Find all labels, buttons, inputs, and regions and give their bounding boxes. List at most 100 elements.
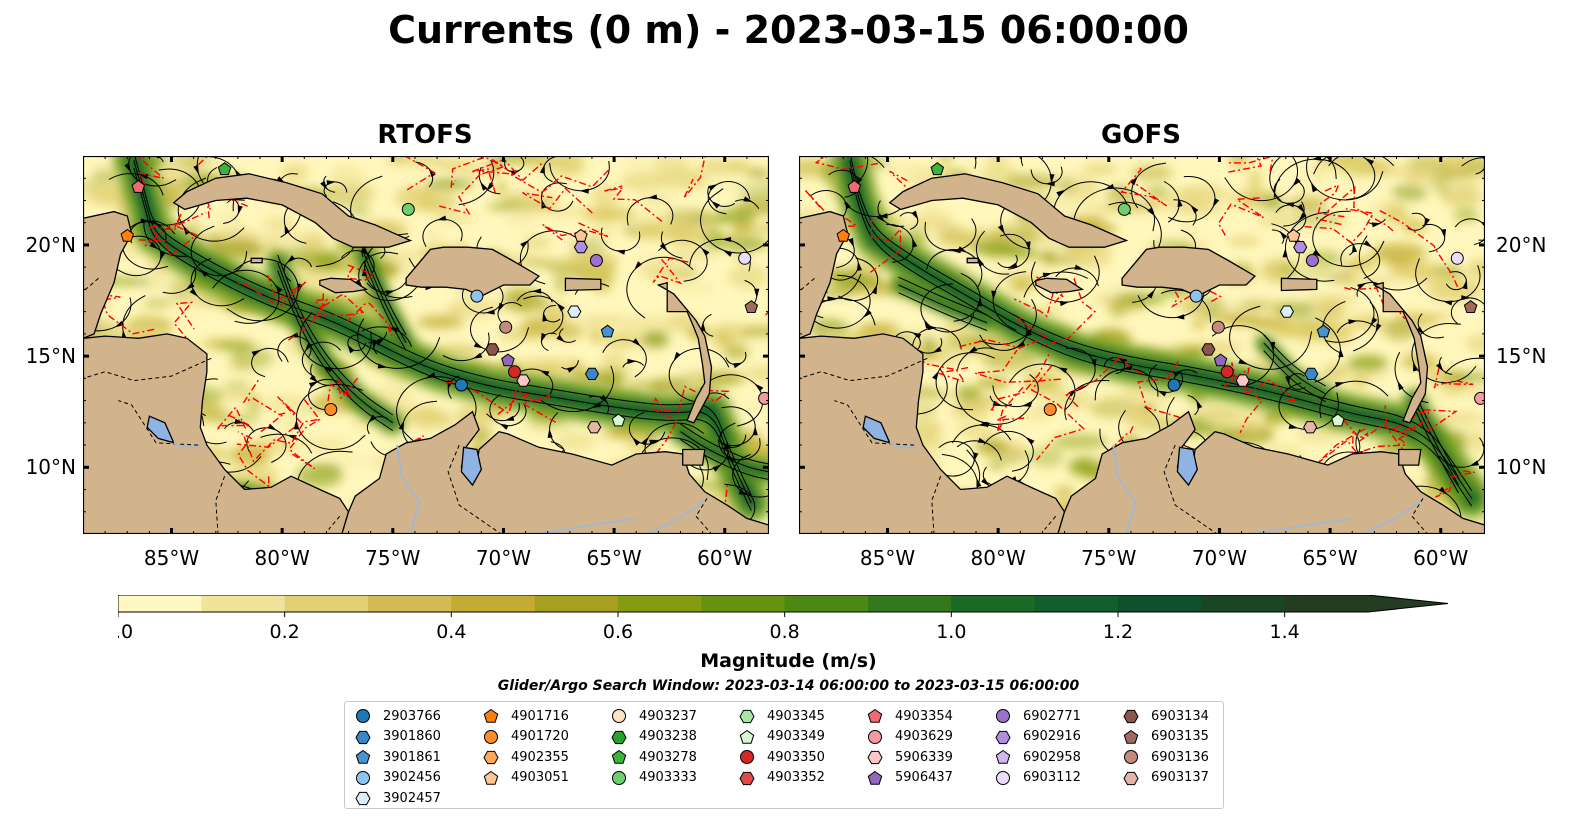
land <box>83 156 769 534</box>
float-3902456 <box>470 289 484 303</box>
map-frame <box>799 156 1485 534</box>
float-2903766 <box>1167 378 1181 392</box>
float-4903349 <box>611 413 626 427</box>
x-tick-label: 80°W <box>254 546 310 570</box>
float-6902916 <box>573 241 588 254</box>
legend-label: 6902771 <box>1023 708 1081 724</box>
legend-item-6903136: 6903136 <box>1121 747 1209 768</box>
legend-item-4903333: 4903333 <box>609 768 697 789</box>
x-tick-label: 85°W <box>143 546 200 570</box>
land-cayman <box>250 257 263 264</box>
float-markers <box>836 162 1485 434</box>
circle-marker-icon <box>612 770 626 785</box>
rivers <box>173 441 706 534</box>
hexagon-marker-icon <box>739 771 755 785</box>
circle-marker-icon <box>484 729 498 744</box>
rivers <box>889 441 1422 534</box>
legend-label: 5906339 <box>895 749 953 765</box>
pentagon-marker-icon <box>355 750 371 764</box>
panel-title-gofs: GOFS <box>1101 120 1181 150</box>
legend-item-6903135: 6903135 <box>1121 727 1209 748</box>
land-trinidad <box>1398 448 1422 466</box>
legend-label: 4903238 <box>639 729 697 745</box>
float-4903278 <box>930 162 945 176</box>
legend-item-4903350: 4903350 <box>737 747 825 768</box>
land-hispaniola <box>405 246 540 297</box>
colorbar-segment <box>1284 595 1369 612</box>
legend-label: 4903237 <box>639 708 697 724</box>
legend-item-4902355: 4902355 <box>481 747 569 768</box>
circle-marker-icon <box>356 709 370 724</box>
figure-title: Currents (0 m) - 2023-03-15 06:00:00 <box>388 8 1189 52</box>
float-3901860 <box>1304 367 1319 380</box>
colorbar-segment <box>201 595 286 612</box>
float-4903350 <box>1220 365 1234 379</box>
land-cayman <box>966 257 979 264</box>
circle-marker-icon <box>868 729 882 744</box>
colorbar-segment <box>118 595 202 612</box>
x-tick-label: 65°W <box>586 546 642 570</box>
colorbar-segment <box>368 595 452 612</box>
y-tick-label-right: 15°N <box>1496 344 1547 369</box>
map-panel-rtofs <box>83 156 769 534</box>
legend-label: 3902457 <box>383 790 441 806</box>
colorbar-tick-label: 0.0 <box>118 621 133 643</box>
y-tick-label-right: 10°N <box>1496 455 1547 480</box>
legend-label: 4901720 <box>511 729 569 745</box>
colorbar: 0.0 0.2 0.4 0.6 0.8 1.0 1.2 1.4 <box>118 595 1458 649</box>
hexagon-marker-icon <box>355 792 371 806</box>
pentagon-marker-icon <box>867 709 883 723</box>
map-panel-gofs <box>799 156 1485 534</box>
x-tick-label: 85°W <box>859 546 916 570</box>
colorbar-segment <box>1201 595 1286 612</box>
circle-marker-icon <box>996 709 1010 724</box>
hexagon-marker-icon <box>355 730 371 744</box>
legend-label: 4903629 <box>895 729 953 745</box>
land-hispaniola <box>1121 246 1256 297</box>
colorbar-tick-label: 1.2 <box>1103 621 1133 643</box>
pentagon-marker-icon <box>739 729 755 744</box>
x-tick-label: 60°W <box>1413 546 1469 570</box>
float-2903766 <box>454 378 468 392</box>
colorbar-tick-label: 1.4 <box>1270 621 1300 643</box>
pentagon-marker-icon <box>1123 729 1139 744</box>
legend-label: 3901860 <box>383 729 441 745</box>
legend-item-4901720: 4901720 <box>481 727 569 748</box>
circle-marker-icon <box>740 750 754 765</box>
map-svg <box>799 156 1485 534</box>
x-tick-label: 75°W <box>365 546 421 570</box>
float-4901716 <box>836 228 850 242</box>
float-6903112 <box>1450 251 1464 265</box>
pentagon-marker-icon <box>611 750 627 764</box>
legend-label: 4903278 <box>639 749 697 765</box>
colorbar-segment <box>1118 595 1202 612</box>
float-3902457 <box>1279 305 1294 318</box>
hexagon-marker-icon <box>483 751 499 765</box>
float-6903134 <box>485 343 500 356</box>
hexagon-marker-icon <box>867 751 883 765</box>
legend-item-3902456: 3902456 <box>353 768 441 789</box>
float-3902456 <box>1189 289 1203 303</box>
legend-item-6902916: 6902916 <box>993 727 1081 748</box>
panel-title-rtofs: RTOFS <box>377 120 473 150</box>
legend-label: 5906437 <box>895 770 953 786</box>
float-4901720 <box>324 403 338 416</box>
pentagon-marker-icon <box>483 770 499 785</box>
colorbar-tick-label: 0.2 <box>270 621 300 643</box>
legend-item-5906339: 5906339 <box>865 747 953 768</box>
colorbar-segment <box>618 595 702 612</box>
x-tick-label: 60°W <box>697 546 753 570</box>
x-tick-label: 75°W <box>1081 546 1137 570</box>
colorbar-segment <box>1034 595 1119 612</box>
colorbar-segment <box>534 595 619 612</box>
land-central <box>799 333 1066 534</box>
float-4903629 <box>758 391 769 405</box>
legend-item-6902958: 6902958 <box>993 747 1081 768</box>
legend-label: 4902355 <box>511 749 569 765</box>
y-tick-label-left: 15°N <box>25 344 76 369</box>
legend-item-3901860: 3901860 <box>353 727 441 748</box>
legend-label: 6902916 <box>1023 729 1081 745</box>
legend-label: 4903349 <box>767 729 825 745</box>
land-puertorico <box>1280 277 1318 292</box>
legend-item-4903238: 4903238 <box>609 727 697 748</box>
